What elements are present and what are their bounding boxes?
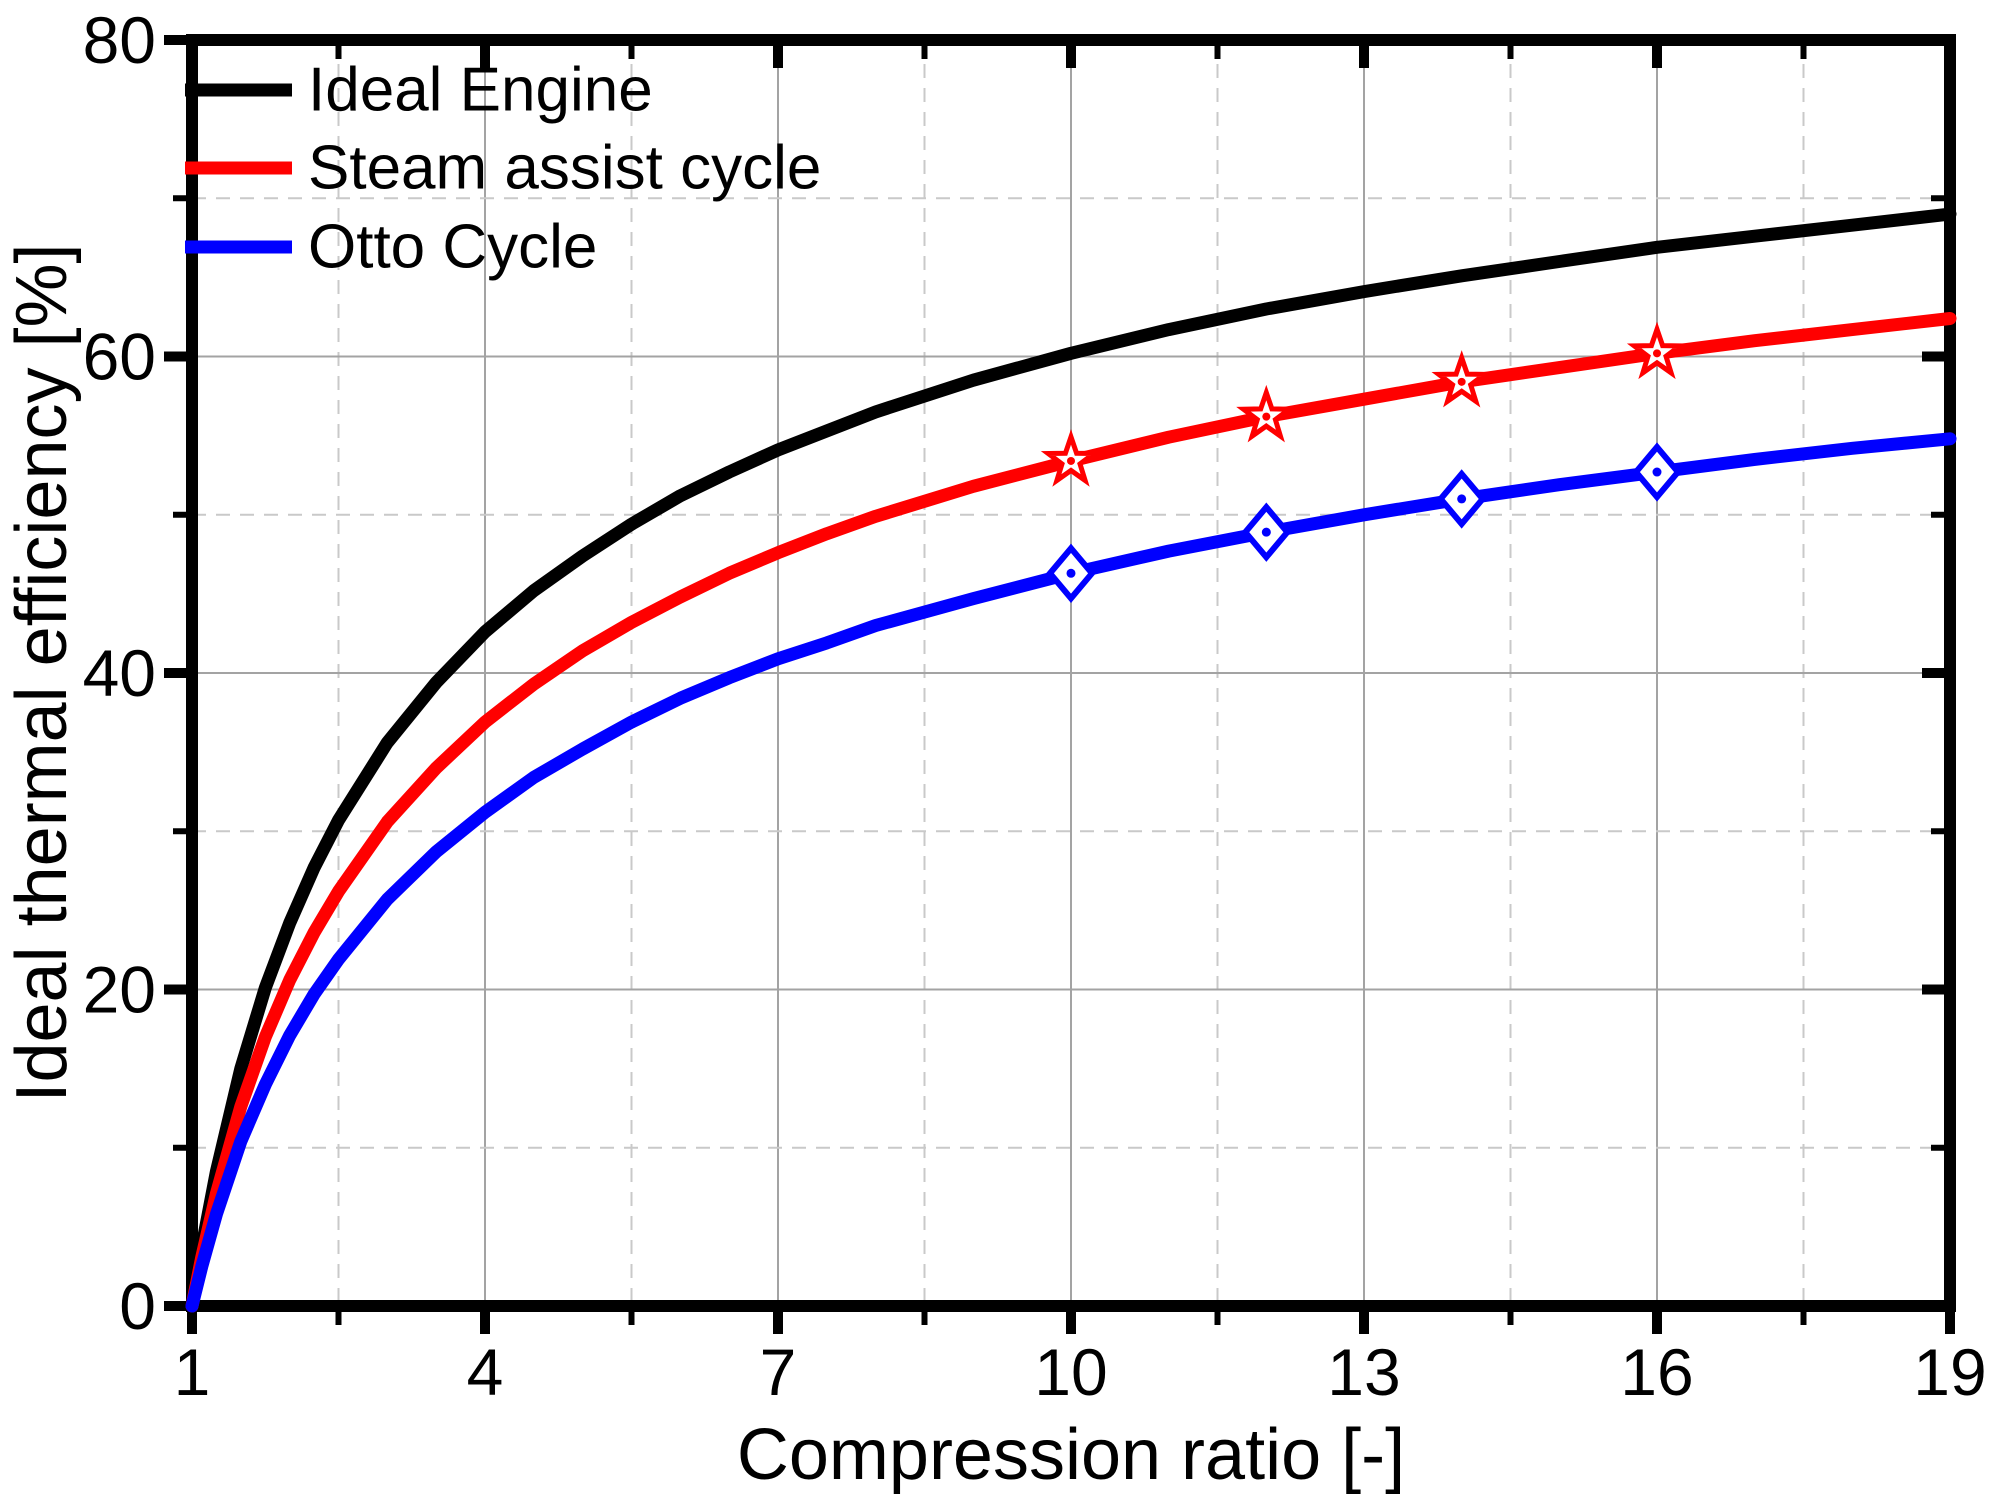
- star-marker-center-dot: [1457, 377, 1466, 386]
- legend-item: Steam assist cycle: [185, 134, 821, 203]
- legend-label: Ideal Engine: [308, 56, 653, 125]
- y-tick-label: 40: [83, 636, 156, 710]
- x-axis-title: Compression ratio [-]: [737, 1415, 1405, 1495]
- x-tick-label: 19: [1913, 1335, 1986, 1409]
- y-axis-title: Ideal thermal efficiency [%]: [2, 243, 82, 1102]
- diamond-marker-center-dot: [1652, 467, 1662, 477]
- legend-item: Ideal Engine: [185, 56, 653, 125]
- y-tick-label: 20: [83, 953, 156, 1027]
- y-tick-label: 80: [83, 3, 156, 77]
- y-tick-labels: 0 20 40 60 80: [83, 3, 156, 1343]
- legend-item: Otto Cycle: [185, 213, 597, 282]
- star-marker-center-dot: [1067, 456, 1075, 465]
- x-tick-label: 7: [760, 1335, 797, 1409]
- diamond-marker-center-dot: [1457, 494, 1467, 504]
- legend-label: Steam assist cycle: [308, 134, 821, 203]
- plot-frame: [186, 34, 1956, 1312]
- diamond-marker-center-dot: [1261, 527, 1271, 537]
- legend: Ideal Engine Steam assist cycle Otto Cycle: [185, 56, 821, 282]
- x-tick-label: 10: [1034, 1335, 1107, 1409]
- y-tick-label: 60: [83, 320, 156, 394]
- star-marker-center-dot: [1262, 412, 1271, 421]
- y-tick-label: 0: [119, 1269, 156, 1343]
- x-tick-label: 1: [174, 1335, 211, 1409]
- x-tick-labels: 1 4 7 10 13 16 19: [174, 1335, 1987, 1409]
- x-tick-label: 13: [1327, 1335, 1400, 1409]
- star-marker-center-dot: [1653, 349, 1661, 358]
- diamond-marker-center-dot: [1066, 568, 1076, 578]
- curve-ideal-engine: [185, 207, 1957, 1313]
- legend-label: Otto Cycle: [308, 213, 597, 282]
- x-tick-label: 4: [467, 1335, 504, 1409]
- series-markers: [1040, 321, 1688, 603]
- x-tick-label: 16: [1620, 1335, 1693, 1409]
